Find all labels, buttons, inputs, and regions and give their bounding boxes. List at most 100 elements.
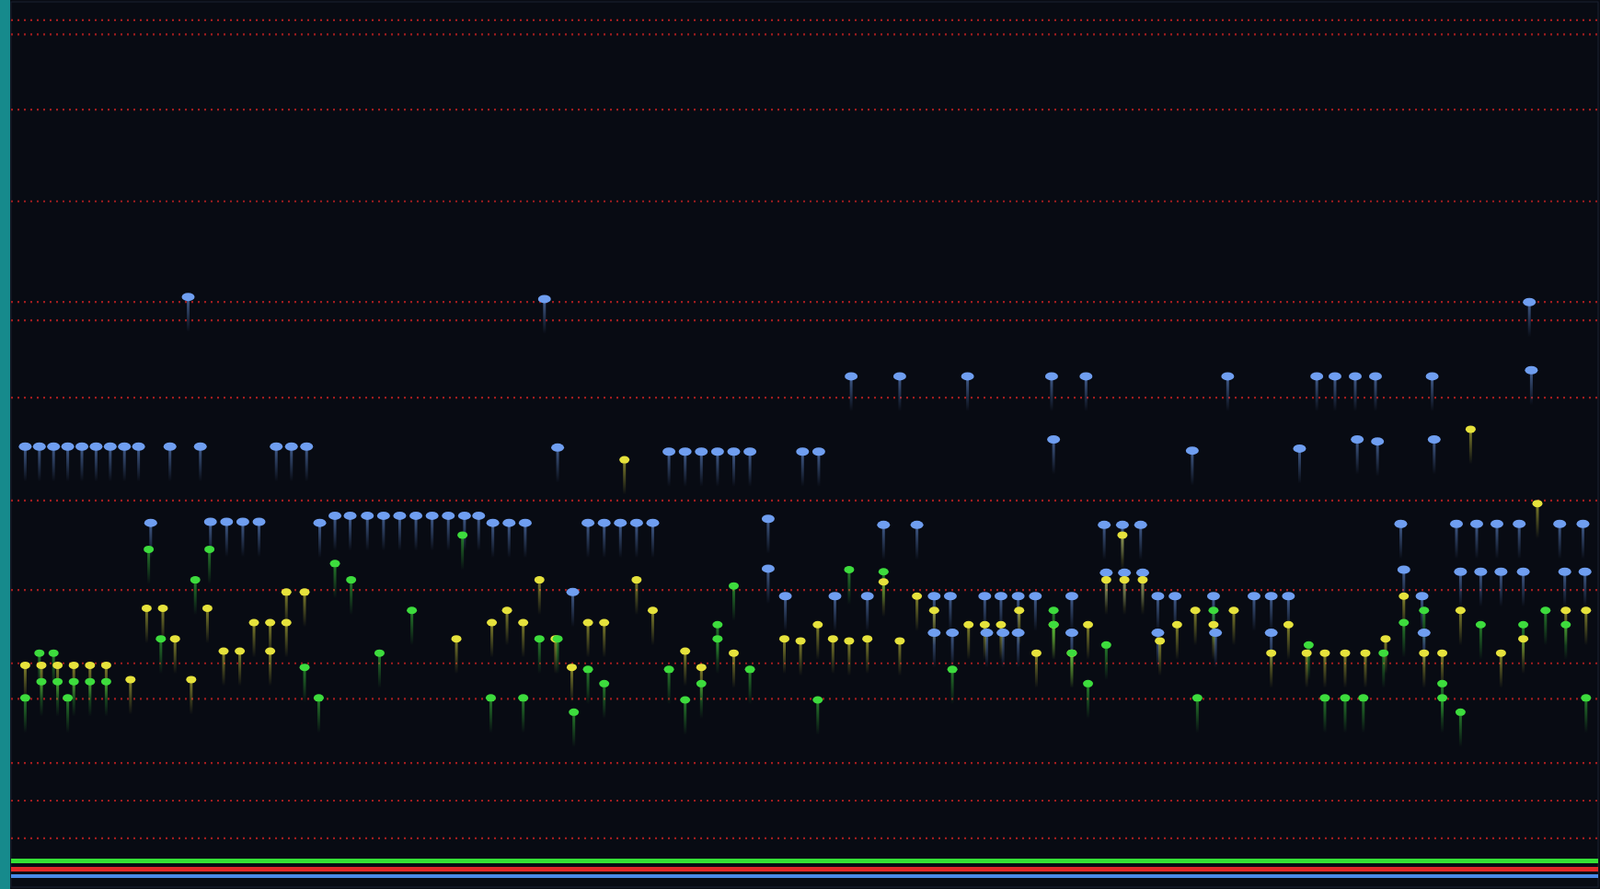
note-dot [132, 442, 146, 451]
note-dot [712, 634, 723, 643]
stem [1361, 697, 1365, 733]
stem [602, 622, 606, 658]
stem [1070, 596, 1073, 632]
note-dot [664, 665, 675, 673]
stem [349, 579, 353, 615]
note-dot [979, 621, 990, 629]
stem [257, 521, 261, 557]
note-dot [1350, 435, 1364, 444]
note-dot [36, 661, 47, 669]
note-dot [551, 443, 565, 452]
stem [1231, 610, 1235, 645]
stem [241, 521, 244, 557]
note-dot [185, 675, 196, 683]
stem [186, 297, 190, 333]
stem [1518, 523, 1521, 559]
stem [1373, 376, 1377, 412]
note-dot [158, 604, 169, 612]
stem [651, 522, 655, 558]
grid-line [11, 108, 1599, 111]
note-dot [1398, 619, 1409, 627]
note-dot [1066, 649, 1077, 657]
note-dot [1265, 628, 1278, 637]
stem [570, 667, 574, 703]
stem [108, 446, 112, 482]
note-dot [878, 567, 889, 576]
note-dot [34, 649, 45, 657]
note-dot [647, 606, 658, 614]
note-dot [485, 693, 496, 702]
stem [1323, 653, 1326, 689]
stem [801, 451, 805, 487]
note-dot [1151, 591, 1164, 600]
stem [732, 451, 736, 487]
stem [1105, 579, 1108, 615]
stem [538, 638, 542, 674]
note-dot [1319, 649, 1330, 657]
note-dot [1013, 606, 1025, 614]
note-dot [994, 591, 1008, 600]
stem [915, 524, 919, 560]
stem [303, 667, 307, 703]
note-dot [696, 663, 707, 671]
note-dot [1151, 628, 1164, 637]
stem [410, 610, 414, 645]
stem [80, 446, 84, 482]
stem [1052, 624, 1056, 660]
note-dot [36, 678, 47, 686]
stem [556, 447, 560, 483]
note-dot [345, 575, 357, 584]
note-dot [1370, 437, 1384, 446]
note-dot [1065, 591, 1079, 600]
note-dot [843, 636, 854, 645]
note-dot [1047, 435, 1060, 444]
note-dot [1303, 641, 1314, 649]
note-dot [1292, 444, 1306, 453]
stem [189, 679, 193, 714]
stem [748, 668, 752, 704]
note-dot [1207, 591, 1221, 600]
stem [123, 446, 127, 482]
stem [303, 591, 307, 627]
stem [523, 522, 527, 558]
stem [683, 700, 687, 736]
note-dot [486, 518, 500, 528]
note-dot [218, 646, 230, 655]
stem [1052, 438, 1056, 474]
background [0, 0, 1600, 889]
note-dot [1524, 366, 1538, 375]
stem [882, 524, 886, 560]
note-dot [696, 679, 707, 688]
stem [715, 451, 719, 487]
note-dot [1496, 649, 1507, 657]
stem [66, 697, 70, 733]
note-dot [679, 447, 692, 456]
note-dot [1455, 708, 1466, 716]
note-dot [1437, 679, 1448, 688]
note-dot [1310, 371, 1324, 380]
note-dot [711, 447, 725, 456]
stem [831, 638, 835, 674]
stem [1402, 622, 1405, 658]
note-dot [204, 545, 215, 553]
stem [378, 653, 381, 689]
note-dot [48, 649, 59, 657]
stem [1530, 369, 1533, 405]
stem [683, 650, 687, 686]
stem [491, 522, 495, 558]
stem [207, 549, 211, 585]
stem [1105, 644, 1108, 680]
note-dot [1012, 628, 1025, 637]
stem [66, 446, 70, 482]
note-dot [1517, 567, 1531, 576]
stem [268, 650, 272, 686]
note-dot [1192, 693, 1203, 702]
stem [1432, 438, 1436, 474]
note-dot [486, 619, 497, 627]
note-dot [502, 518, 516, 528]
note-dot [204, 517, 218, 527]
note-dot [1220, 371, 1234, 380]
note-dot [330, 559, 341, 567]
stem [897, 376, 901, 412]
note-dot [1134, 520, 1148, 530]
